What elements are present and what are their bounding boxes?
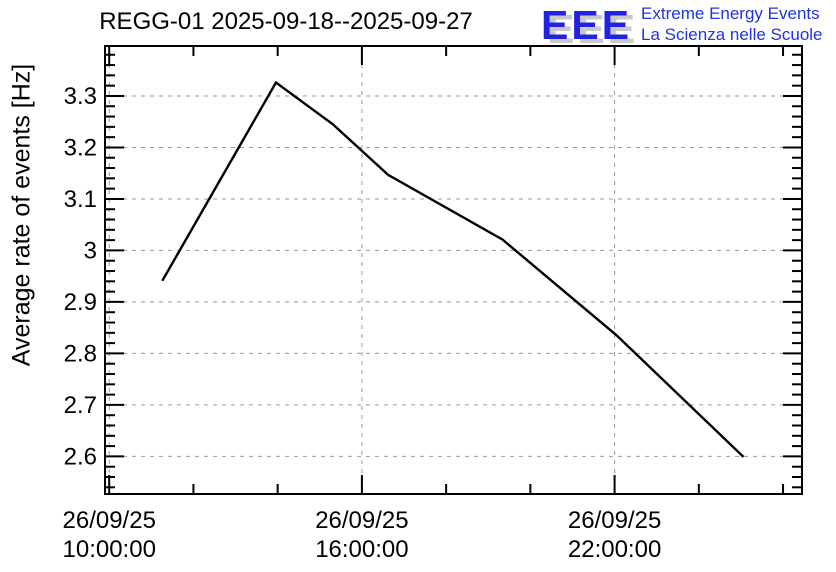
y-tick-label: 2.8 xyxy=(64,340,97,367)
x-tick-label-time: 10:00:00 xyxy=(63,536,156,563)
y-tick-label: 3.3 xyxy=(64,83,97,110)
plot-frame xyxy=(104,45,803,495)
y-tick-label: 3.1 xyxy=(64,186,97,213)
y-tick-label: 3 xyxy=(84,237,97,264)
eee-logo-line2: La Scienza nelle Scuole xyxy=(641,24,823,44)
y-tick-label: 2.7 xyxy=(64,392,97,419)
eee-logo: EEE Extreme Energy Events La Scienza nel… xyxy=(541,2,823,45)
chart-title: REGG-01 2025-09-18--2025-09-27 xyxy=(99,8,473,35)
y-tick-label: 3.2 xyxy=(64,134,97,161)
y-axis-title: Average rate of events [Hz] xyxy=(7,63,36,367)
eee-logo-line1: Extreme Energy Events xyxy=(641,4,820,23)
x-tick-label-time: 22:00:00 xyxy=(568,536,661,563)
rate-line xyxy=(161,80,745,458)
x-tick-label-date: 26/09/25 xyxy=(315,507,408,534)
eee-logo-acronym: EEE xyxy=(541,2,633,48)
x-tick-label-time: 16:00:00 xyxy=(315,536,408,563)
y-tick-label: 2.9 xyxy=(64,289,97,316)
eee-logo-text: Extreme Energy Events La Scienza nelle S… xyxy=(641,4,822,45)
y-tick-label: 2.6 xyxy=(64,443,97,470)
x-tick-label-date: 26/09/25 xyxy=(63,507,156,534)
x-tick-label-date: 26/09/25 xyxy=(568,507,661,534)
